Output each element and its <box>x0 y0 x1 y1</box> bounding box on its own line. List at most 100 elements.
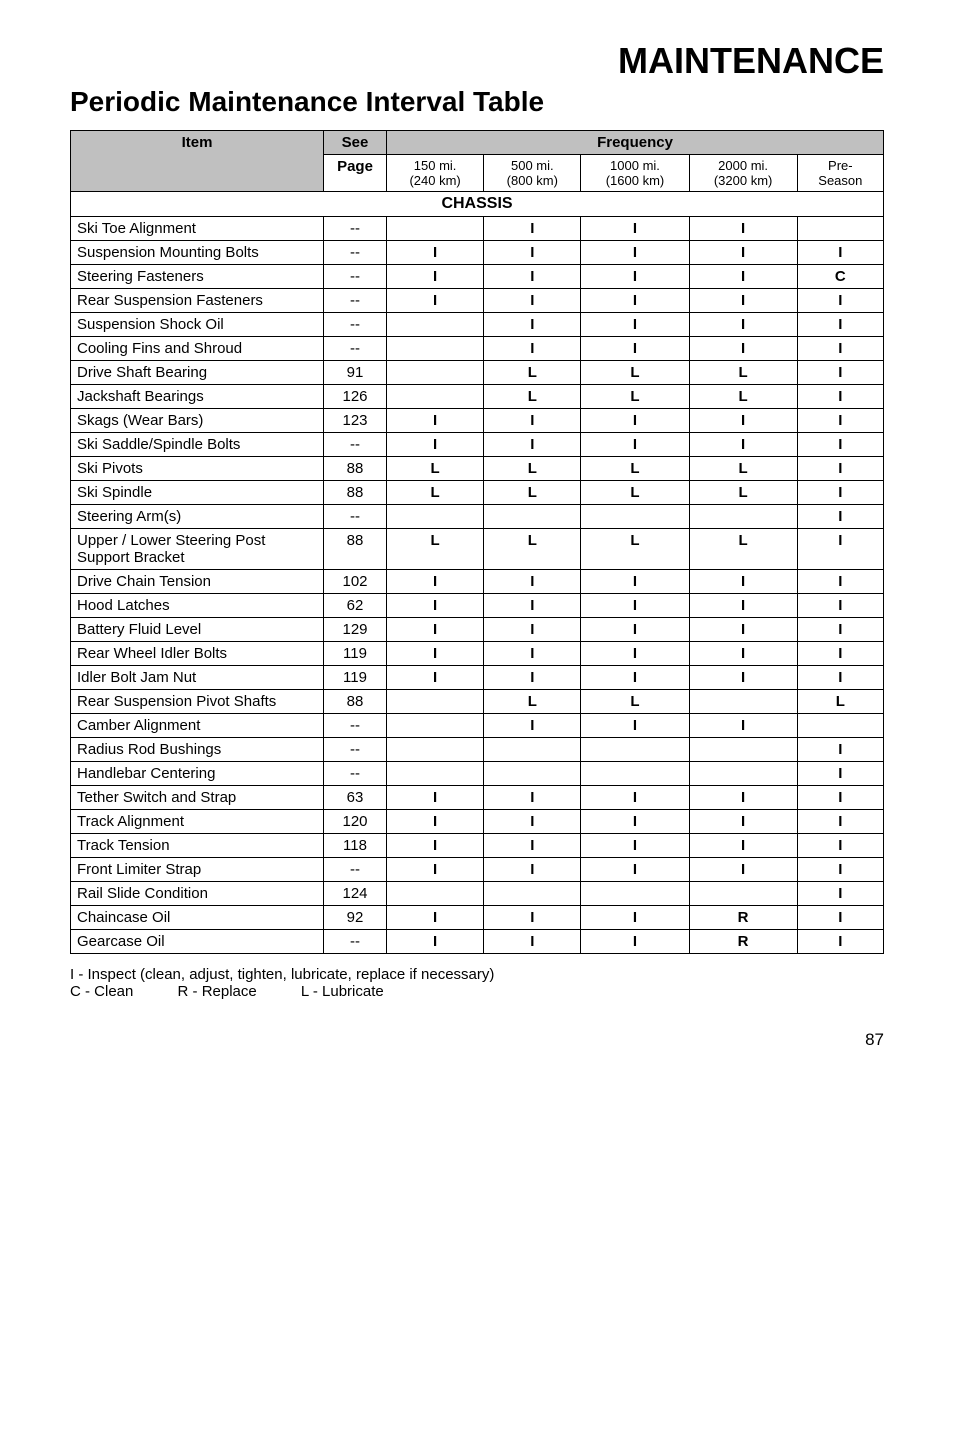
cell-f2 <box>484 738 581 762</box>
cell-f2: L <box>484 481 581 505</box>
cell-page: -- <box>324 714 387 738</box>
cell-page: -- <box>324 265 387 289</box>
cell-page: 119 <box>324 642 387 666</box>
cell-f5: I <box>797 241 883 265</box>
table-row: Rail Slide Condition124I <box>71 882 884 906</box>
cell-f4: I <box>689 313 797 337</box>
cell-page: 123 <box>324 409 387 433</box>
cell-page: 88 <box>324 457 387 481</box>
cell-item: Idler Bolt Jam Nut <box>71 666 324 690</box>
cell-f5: I <box>797 786 883 810</box>
cell-f5: I <box>797 882 883 906</box>
cell-f1: I <box>387 265 484 289</box>
cell-f4: I <box>689 714 797 738</box>
cell-f3: I <box>581 217 689 241</box>
freq-col-3: 1000 mi.(1600 km) <box>581 155 689 192</box>
cell-f5: I <box>797 529 883 570</box>
table-row: Upper / Lower Steering Post Support Brac… <box>71 529 884 570</box>
cell-f5: I <box>797 594 883 618</box>
cell-item: Jackshaft Bearings <box>71 385 324 409</box>
cell-f3: L <box>581 457 689 481</box>
table-row: Cooling Fins and Shroud--IIII <box>71 337 884 361</box>
cell-f3: I <box>581 930 689 954</box>
cell-f5: I <box>797 738 883 762</box>
table-row: Suspension Shock Oil--IIII <box>71 313 884 337</box>
cell-f5: I <box>797 457 883 481</box>
cell-f3: I <box>581 906 689 930</box>
cell-item: Track Alignment <box>71 810 324 834</box>
cell-f1: L <box>387 457 484 481</box>
cell-f1: I <box>387 618 484 642</box>
cell-f1: L <box>387 529 484 570</box>
cell-f1: L <box>387 481 484 505</box>
cell-item: Track Tension <box>71 834 324 858</box>
table-row: Ski Saddle/Spindle Bolts--IIIII <box>71 433 884 457</box>
table-row: Steering Arm(s)--I <box>71 505 884 529</box>
cell-item: Front Limiter Strap <box>71 858 324 882</box>
cell-f5: I <box>797 289 883 313</box>
table-row: Gearcase Oil--IIIRI <box>71 930 884 954</box>
cell-f4: L <box>689 529 797 570</box>
table-row: Steering Fasteners--IIIIC <box>71 265 884 289</box>
cell-page: -- <box>324 762 387 786</box>
cell-f5 <box>797 217 883 241</box>
cell-f4: I <box>689 241 797 265</box>
cell-item: Ski Saddle/Spindle Bolts <box>71 433 324 457</box>
cell-f3: L <box>581 385 689 409</box>
cell-f4: I <box>689 265 797 289</box>
cell-page: -- <box>324 313 387 337</box>
cell-f3: L <box>581 690 689 714</box>
cell-page: 91 <box>324 361 387 385</box>
table-row: Track Tension118IIIII <box>71 834 884 858</box>
cell-f1 <box>387 313 484 337</box>
cell-f2: I <box>484 618 581 642</box>
cell-f3: L <box>581 481 689 505</box>
cell-page: -- <box>324 858 387 882</box>
cell-page: 62 <box>324 594 387 618</box>
cell-page: 102 <box>324 570 387 594</box>
cell-f1: I <box>387 409 484 433</box>
cell-f3: I <box>581 313 689 337</box>
cell-f5: C <box>797 265 883 289</box>
cell-f3 <box>581 738 689 762</box>
cell-f2: I <box>484 409 581 433</box>
table-row: Rear Suspension Pivot Shafts88LLL <box>71 690 884 714</box>
cell-f2: L <box>484 457 581 481</box>
cell-f1: I <box>387 570 484 594</box>
cell-f4: I <box>689 642 797 666</box>
cell-f2: I <box>484 834 581 858</box>
cell-item: Rail Slide Condition <box>71 882 324 906</box>
cell-f1: I <box>387 642 484 666</box>
cell-f5: I <box>797 906 883 930</box>
col-item: Item <box>71 131 324 192</box>
cell-f1 <box>387 882 484 906</box>
cell-f4 <box>689 505 797 529</box>
cell-f1: I <box>387 594 484 618</box>
cell-f5: I <box>797 481 883 505</box>
cell-f1 <box>387 361 484 385</box>
cell-f5: I <box>797 337 883 361</box>
cell-item: Ski Pivots <box>71 457 324 481</box>
cell-f3: I <box>581 265 689 289</box>
table-row: Handlebar Centering--I <box>71 762 884 786</box>
freq-col-5: Pre-Season <box>797 155 883 192</box>
cell-page: -- <box>324 930 387 954</box>
cell-f3 <box>581 882 689 906</box>
cell-f4: I <box>689 810 797 834</box>
cell-f3: I <box>581 666 689 690</box>
cell-f5: I <box>797 385 883 409</box>
cell-f2: I <box>484 810 581 834</box>
cell-f2: I <box>484 714 581 738</box>
cell-f4: L <box>689 457 797 481</box>
page-title: MAINTENANCE <box>70 40 884 82</box>
col-page-sub: Page <box>324 155 387 192</box>
cell-item: Drive Shaft Bearing <box>71 361 324 385</box>
cell-f2: L <box>484 690 581 714</box>
cell-page: 88 <box>324 529 387 570</box>
cell-f2: I <box>484 241 581 265</box>
cell-f1: I <box>387 858 484 882</box>
cell-f3: I <box>581 337 689 361</box>
cell-f1 <box>387 690 484 714</box>
cell-f5: L <box>797 690 883 714</box>
cell-page: 129 <box>324 618 387 642</box>
